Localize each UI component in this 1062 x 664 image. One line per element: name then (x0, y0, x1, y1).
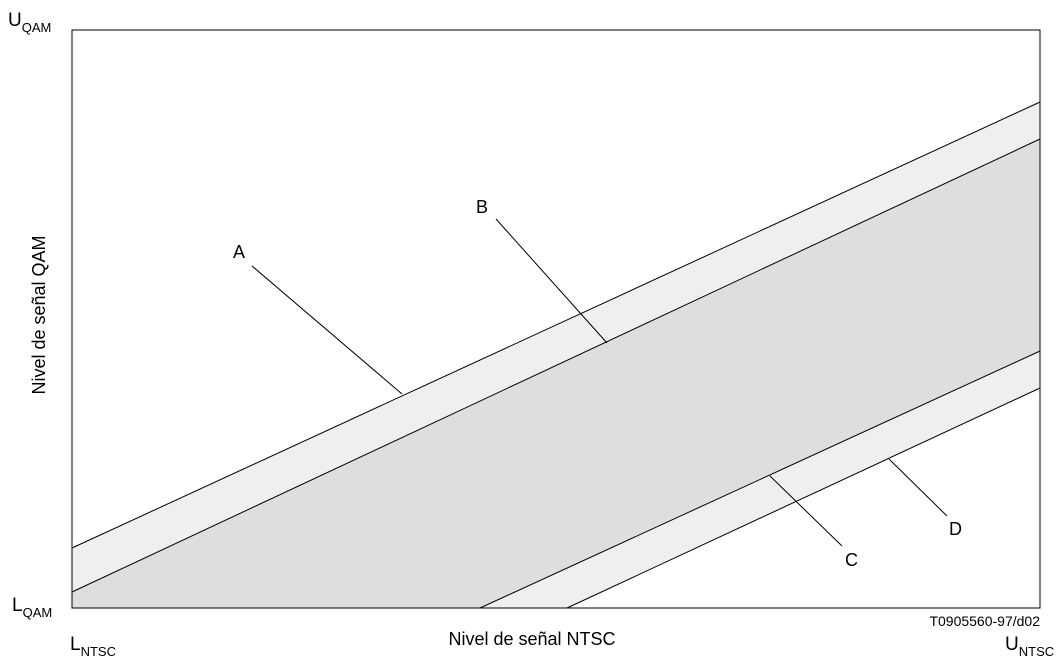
leader-b (495, 218, 608, 344)
leader-d (888, 458, 948, 517)
line-b (71, 138, 1041, 593)
line-a (71, 101, 1041, 549)
label-c: C (845, 550, 858, 570)
label-a: A (233, 242, 245, 262)
x-left-label: LNTSC (70, 634, 116, 659)
figure-reference: T0905560-97/d02 (929, 613, 1040, 629)
leader-c (769, 475, 843, 547)
inner-band (72, 139, 1040, 608)
label-d: D (949, 519, 962, 539)
x-axis-title: Nivel de señal NTSC (448, 629, 615, 649)
leader-a (251, 265, 403, 395)
y-bottom-label: LQAM (12, 595, 52, 620)
plot-frame-border (71, 29, 1041, 609)
y-axis-title: Nivel de señal QAM (29, 235, 49, 394)
x-right-label: UNTSC (1005, 634, 1054, 659)
label-b: B (476, 197, 488, 217)
y-top-label: UQAM (8, 10, 51, 35)
line-c (479, 350, 1041, 609)
line-d (566, 387, 1041, 609)
